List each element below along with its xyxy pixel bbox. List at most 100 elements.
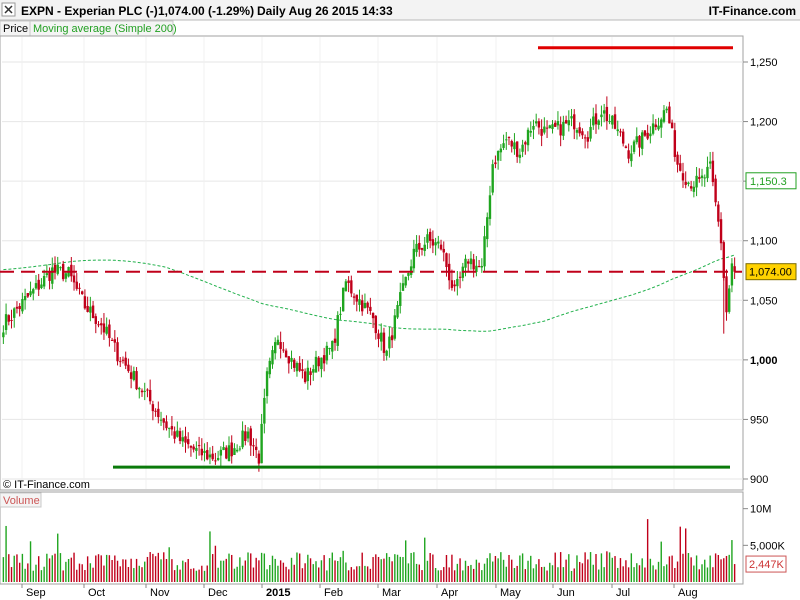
candle-body: [222, 447, 225, 451]
candle-body: [496, 151, 500, 161]
candle-body: [358, 299, 361, 305]
title-bar: [0, 0, 800, 20]
candle-body: [418, 242, 421, 250]
candle-body: [230, 442, 233, 457]
candle-body: [624, 146, 628, 148]
candle-body: [328, 348, 331, 350]
site-name[interactable]: IT-Finance.com: [709, 4, 796, 18]
volume-panel: [0, 491, 744, 585]
candle-body: [238, 448, 242, 450]
candle-body: [450, 280, 454, 288]
candle-body: [589, 126, 592, 139]
candle-body: [665, 108, 668, 111]
candle-body: [567, 120, 571, 126]
candle-body: [382, 332, 386, 353]
candle-body: [192, 446, 195, 450]
candle-body: [290, 357, 293, 362]
candle-body: [619, 131, 622, 133]
close-icon[interactable]: [1, 2, 16, 17]
candle-body: [439, 244, 443, 250]
candle-body: [507, 137, 511, 139]
candle-body: [189, 445, 193, 448]
candle-body: [2, 332, 5, 338]
candle-body: [59, 267, 62, 269]
candle-body: [464, 258, 467, 268]
candle-body: [15, 306, 19, 309]
candle-body: [562, 121, 565, 136]
candle-body: [56, 264, 59, 274]
candle-body: [235, 449, 239, 452]
candle-body: [282, 349, 285, 351]
candle-body: [29, 291, 32, 296]
candle-body: [684, 181, 687, 185]
candle-body: [32, 289, 35, 294]
candle-body: [129, 372, 133, 379]
candle-body: [200, 448, 204, 456]
candle-body: [581, 131, 584, 136]
candle-body: [252, 445, 255, 447]
candle-body: [605, 106, 609, 122]
candle-body: [70, 264, 73, 277]
candle-body: [635, 136, 638, 143]
candle-body: [100, 323, 103, 326]
candle-body: [600, 114, 603, 118]
candle-body: [401, 283, 405, 291]
candle-body: [350, 280, 353, 294]
candle-body: [154, 410, 157, 412]
candle-body: [303, 371, 307, 383]
candle-body: [246, 431, 250, 439]
candle-body: [502, 143, 505, 148]
month-label: Feb: [324, 587, 343, 599]
candle-body: [537, 121, 541, 128]
candle-body: [692, 186, 696, 192]
candle-body: [148, 389, 152, 402]
candle-body: [339, 313, 342, 315]
price-tick-label: 1,100: [750, 236, 778, 248]
candle-body: [510, 140, 513, 147]
candle-body: [412, 248, 416, 269]
candle-body: [556, 121, 560, 126]
candle-body: [333, 338, 337, 343]
candle-body: [428, 231, 432, 241]
candle-body: [559, 124, 562, 136]
candle-body: [108, 324, 111, 339]
candle-body: [728, 288, 731, 312]
candle-body: [486, 217, 489, 240]
candle-body: [719, 219, 723, 244]
candle-body: [347, 280, 350, 283]
candle-body: [97, 324, 100, 326]
candle-body: [515, 141, 519, 157]
candle-body: [146, 389, 149, 391]
candle-body: [219, 449, 223, 456]
current-price-label: 1,074.00: [749, 267, 792, 279]
candle-body: [176, 430, 179, 437]
candle-body: [548, 125, 551, 129]
candle-body: [708, 161, 712, 164]
candle-body: [583, 137, 587, 139]
candle-body: [140, 390, 144, 393]
candle-body: [456, 278, 459, 287]
candle-body: [48, 271, 51, 281]
candle-body: [284, 350, 288, 358]
month-label: 2015: [266, 587, 290, 599]
candle-body: [371, 312, 375, 319]
candle-body: [407, 273, 410, 276]
candle-body: [575, 130, 579, 133]
candle-body: [173, 431, 176, 439]
candle-body: [216, 457, 220, 461]
candle-body: [545, 127, 549, 129]
candle-body: [551, 124, 554, 129]
candle-body: [124, 357, 127, 366]
candle-body: [483, 236, 486, 267]
candle-body: [703, 177, 706, 179]
candle-body: [203, 450, 206, 453]
volume-tick-label: 5,000K: [750, 540, 786, 552]
price-tick-label: 1,250: [750, 57, 778, 69]
month-label: Jul: [616, 587, 630, 599]
candle-body: [113, 339, 117, 343]
candle-body: [621, 131, 625, 144]
candle-body: [314, 356, 318, 373]
candle-body: [110, 339, 114, 341]
interval-time: Daily Aug 26 2015 14:33: [257, 4, 393, 18]
candle-body: [184, 436, 187, 443]
